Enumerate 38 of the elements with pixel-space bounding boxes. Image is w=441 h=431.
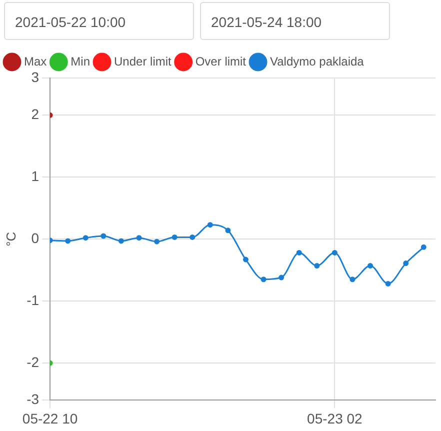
point	[154, 238, 160, 244]
legend-label: Max	[24, 54, 47, 68]
y-tick-label: -2	[26, 354, 40, 370]
point	[350, 276, 356, 282]
legend-label: Valdymo paklaida	[270, 54, 364, 68]
y-tick-label: -1	[26, 292, 40, 308]
point	[420, 244, 426, 250]
x-tick-label: 05-22 10	[22, 410, 78, 426]
point	[368, 262, 374, 268]
y-axis-title: °C	[3, 232, 18, 246]
point	[118, 238, 124, 244]
point	[260, 276, 266, 282]
y-tick-label: 2	[31, 106, 40, 122]
point	[65, 238, 71, 244]
legend-label: Under limit	[114, 54, 172, 68]
point	[100, 233, 106, 239]
legend-label: Min	[70, 54, 90, 68]
y-tick-label: 3	[31, 68, 40, 85]
x-tick-label: 05-23 02	[307, 410, 363, 426]
point	[385, 280, 391, 286]
text: 2021-05-24 18:00	[200, 2, 390, 40]
point	[296, 250, 302, 256]
point	[225, 228, 231, 234]
point	[82, 235, 88, 241]
y-tick-label: 1	[31, 168, 40, 184]
point	[242, 256, 248, 262]
y-tick-label: 0	[31, 230, 40, 246]
point	[403, 260, 409, 266]
legend-label: Over limit	[195, 54, 247, 68]
point	[190, 234, 196, 240]
text: 2021-05-22 10:00	[4, 2, 194, 40]
point	[207, 222, 213, 228]
point	[332, 250, 338, 256]
y-tick-label: -3	[26, 391, 40, 408]
point	[314, 262, 320, 268]
point	[136, 235, 142, 241]
point	[278, 274, 284, 280]
point	[172, 234, 178, 240]
